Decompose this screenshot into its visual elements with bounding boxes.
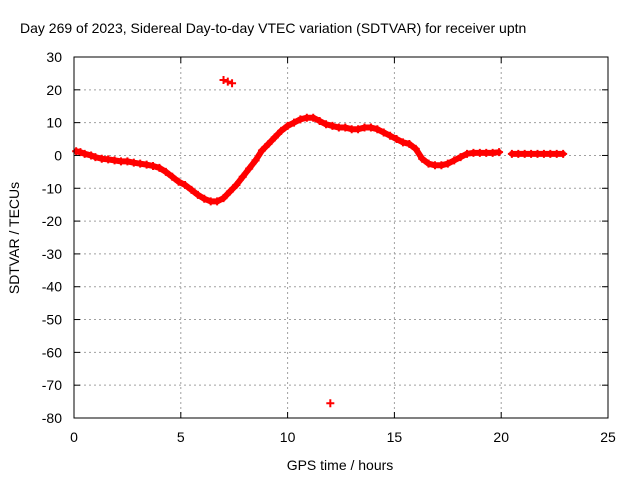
data-point: [200, 194, 209, 203]
data-point: [80, 149, 89, 158]
data-point: [270, 133, 279, 142]
chart-title: Day 269 of 2023, Sidereal Day-to-day VTE…: [20, 20, 526, 36]
x-tick-label: 0: [70, 429, 78, 445]
data-point: [424, 159, 433, 168]
data-point: [251, 156, 260, 165]
y-tick-label: -70: [42, 377, 62, 393]
data-point: [187, 185, 196, 194]
data-point: [232, 180, 241, 189]
y-axis-label: SDTVAR / TECUs: [6, 182, 22, 294]
data-point: [264, 139, 273, 148]
x-tick-label: 25: [600, 429, 616, 445]
data-point: [328, 121, 337, 130]
data-point: [245, 164, 254, 173]
plot-data: [72, 75, 568, 408]
series-outlier-low: [326, 399, 335, 408]
data-point: [181, 180, 190, 189]
data-point: [193, 190, 202, 199]
data-point: [411, 144, 420, 153]
data-point: [168, 172, 177, 181]
data-point: [161, 167, 170, 176]
data-point: [373, 125, 382, 134]
x-axis-label: GPS time / hours: [287, 457, 394, 473]
data-point: [366, 123, 375, 132]
data-point: [398, 138, 407, 147]
x-tick-label: 5: [177, 429, 185, 445]
y-tick-label: -20: [42, 213, 62, 229]
data-point: [213, 197, 222, 206]
y-tick-label: -60: [42, 344, 62, 360]
data-point: [174, 177, 183, 186]
series-SDTVAR: [72, 113, 568, 206]
data-point: [228, 79, 237, 88]
data-point: [495, 148, 504, 157]
y-tick-label: 30: [46, 49, 62, 65]
data-point: [341, 123, 350, 132]
y-tick-label: -30: [42, 246, 62, 262]
y-tick-label: 10: [46, 115, 62, 131]
data-point: [223, 77, 232, 86]
data-point: [322, 120, 331, 129]
data-point: [309, 113, 318, 122]
x-tick-label: 10: [280, 429, 296, 445]
plot-frame: [73, 56, 609, 419]
y-tick-label: 0: [54, 147, 62, 163]
data-point: [219, 75, 228, 84]
data-point: [225, 187, 234, 196]
y-tick-label: -50: [42, 312, 62, 328]
y-tick-label: -10: [42, 180, 62, 196]
y-tick-label: -80: [42, 410, 62, 426]
data-point: [277, 126, 286, 135]
data-point: [456, 153, 465, 162]
x-tick-label: 20: [493, 429, 509, 445]
data-point: [559, 149, 568, 158]
data-point: [283, 121, 292, 130]
data-point: [155, 163, 164, 172]
x-ticks: 0 5 10 15 20 25: [70, 57, 616, 445]
data-point: [142, 160, 151, 169]
data-point: [386, 131, 395, 140]
data-point: [326, 399, 335, 408]
data-point: [91, 153, 100, 162]
data-point: [379, 128, 388, 137]
y-tick-label: 20: [46, 82, 62, 98]
grid-lines: [74, 57, 608, 418]
data-point: [354, 125, 363, 134]
y-ticks: 30 20 10 0 -10 -20 -30 -40 -50 -60 -70 -80: [42, 49, 608, 426]
data-point: [418, 154, 427, 163]
data-point: [123, 157, 132, 166]
data-point: [296, 115, 305, 124]
data-point: [149, 161, 158, 170]
data-point: [315, 116, 324, 125]
data-point: [443, 159, 452, 168]
series-outlier-high: [219, 75, 237, 88]
data-point: [405, 139, 414, 148]
y-tick-label: -40: [42, 279, 62, 295]
data-point: [257, 146, 266, 155]
data-point: [290, 118, 299, 127]
data-point: [437, 161, 446, 170]
data-point: [392, 135, 401, 144]
x-tick-label: 15: [387, 429, 403, 445]
data-point: [219, 194, 228, 203]
data-point: [238, 172, 247, 181]
data-point: [450, 156, 459, 165]
